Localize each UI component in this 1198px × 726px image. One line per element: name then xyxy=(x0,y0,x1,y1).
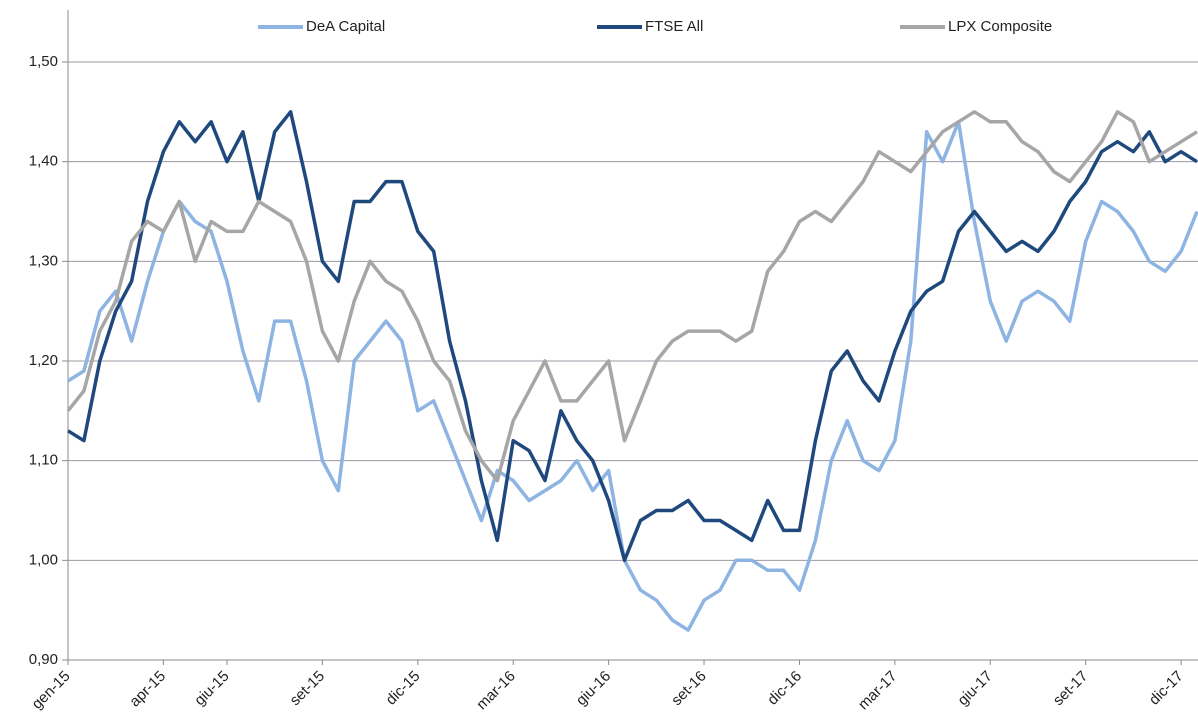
x-tick-label: mar-16 xyxy=(473,668,519,714)
legend-label: FTSE All xyxy=(645,18,703,35)
x-tick-label: giu-17 xyxy=(954,668,996,710)
y-tick-label: 1,20 xyxy=(29,352,58,369)
y-tick-label: 1,00 xyxy=(29,551,58,568)
y-tick-label: 1,10 xyxy=(29,452,58,469)
x-tick-label: giu-15 xyxy=(191,668,233,710)
y-tick-label: 1,30 xyxy=(29,252,58,269)
y-tick-label: 1,40 xyxy=(29,153,58,170)
legend-label: LPX Composite xyxy=(948,18,1052,35)
x-tick-label: mar-17 xyxy=(855,668,901,714)
series-line xyxy=(67,110,1198,563)
x-tick-label: set-16 xyxy=(668,668,710,710)
x-tick-label: dic-15 xyxy=(383,668,424,709)
x-tick-label: giu-16 xyxy=(573,668,615,710)
x-tick-label: apr-15 xyxy=(126,668,169,711)
series-line xyxy=(67,120,1198,632)
x-tick-label: set-17 xyxy=(1050,668,1092,710)
x-tick-label: dic-16 xyxy=(764,668,805,709)
x-tick-label: gen-15 xyxy=(29,668,74,713)
y-tick-label: 0,90 xyxy=(29,651,58,668)
x-tick-label: set-15 xyxy=(287,668,329,710)
legend-label: DeA Capital xyxy=(306,18,385,35)
series-line xyxy=(66,110,1198,483)
y-tick-label: 1,50 xyxy=(29,53,58,70)
x-tick-label: dic-17 xyxy=(1146,668,1187,709)
